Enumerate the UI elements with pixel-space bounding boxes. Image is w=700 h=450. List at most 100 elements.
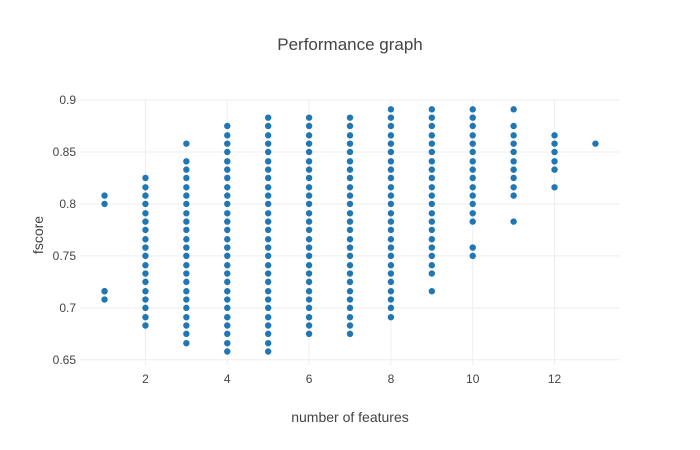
data-point: [346, 296, 354, 303]
data-point: [346, 132, 354, 139]
data-point: [264, 158, 272, 165]
data-point: [183, 322, 190, 329]
data-point: [346, 184, 354, 191]
data-point: [305, 148, 313, 156]
data-point: [387, 140, 395, 147]
data-point: [428, 252, 436, 260]
data-point: [142, 296, 149, 303]
data-point: [305, 210, 313, 217]
data-point: [224, 218, 231, 225]
data-point: [264, 114, 272, 121]
data-point: [510, 148, 517, 156]
data-point: [428, 200, 436, 208]
data-point: [224, 122, 231, 130]
data-point: [142, 236, 149, 243]
data-point: [142, 210, 149, 217]
data-point: [183, 339, 190, 347]
x-tick-label: 10: [466, 372, 480, 386]
data-point: [224, 166, 231, 173]
data-point: [305, 304, 313, 312]
data-point: [305, 158, 313, 165]
data-point: [264, 278, 272, 286]
data-point: [387, 296, 395, 303]
x-tick-label: 8: [388, 372, 395, 386]
data-point: [264, 174, 272, 182]
data-point: [346, 322, 354, 329]
data-point: [428, 244, 436, 251]
data-point: [469, 244, 476, 251]
data-point: [428, 166, 436, 173]
data-point: [305, 140, 313, 147]
points-layer: [101, 106, 599, 355]
x-tick-label: 2: [142, 372, 149, 386]
data-point: [183, 313, 190, 321]
data-point: [183, 236, 190, 243]
data-point: [305, 226, 313, 234]
data-point: [428, 210, 436, 217]
data-point: [551, 148, 558, 156]
data-point: [510, 184, 517, 191]
data-point: [469, 114, 476, 121]
data-point: [387, 270, 395, 277]
data-point: [510, 166, 517, 173]
data-point: [428, 122, 436, 130]
data-point: [346, 210, 354, 217]
data-point: [142, 218, 149, 225]
data-point: [305, 114, 313, 121]
data-point: [387, 288, 395, 295]
data-point: [469, 132, 476, 139]
data-point: [224, 262, 231, 269]
data-point: [264, 210, 272, 217]
data-point: [305, 174, 313, 182]
data-point: [224, 184, 231, 191]
data-point: [428, 288, 436, 295]
data-point: [469, 210, 476, 217]
data-point: [264, 270, 272, 277]
data-point: [224, 322, 231, 329]
data-point: [428, 218, 436, 225]
data-point: [551, 184, 558, 191]
data-point: [346, 148, 354, 156]
data-point: [264, 348, 272, 355]
data-point: [264, 288, 272, 295]
data-point: [305, 132, 313, 139]
data-point: [510, 192, 517, 199]
data-point: [264, 148, 272, 156]
data-point: [224, 330, 231, 338]
data-point: [387, 252, 395, 260]
data-point: [224, 148, 231, 156]
data-point: [305, 270, 313, 277]
y-tick-label: 0.75: [53, 249, 77, 263]
data-point: [305, 288, 313, 295]
data-point: [264, 226, 272, 234]
data-point: [183, 200, 190, 208]
data-point: [510, 218, 517, 225]
data-point: [510, 122, 517, 130]
data-point: [428, 184, 436, 191]
data-point: [387, 174, 395, 182]
data-point: [510, 140, 517, 147]
data-point: [428, 140, 436, 147]
data-point: [346, 122, 354, 130]
y-tick-label: 0.8: [59, 197, 76, 211]
data-point: [264, 166, 272, 173]
data-point: [101, 192, 108, 199]
data-point: [224, 288, 231, 295]
data-point: [428, 236, 436, 243]
data-point: [224, 244, 231, 251]
data-point: [305, 313, 313, 321]
data-point: [183, 330, 190, 338]
chart-title: Performance graph: [277, 35, 423, 54]
data-point: [305, 192, 313, 199]
data-point: [305, 278, 313, 286]
data-point: [264, 304, 272, 312]
data-point: [264, 140, 272, 147]
x-axis-title: number of features: [291, 409, 409, 425]
data-point: [551, 140, 558, 147]
data-point: [224, 140, 231, 147]
data-point: [264, 313, 272, 321]
data-point: [305, 236, 313, 243]
data-point: [346, 226, 354, 234]
data-point: [224, 339, 231, 347]
data-point: [428, 106, 436, 113]
